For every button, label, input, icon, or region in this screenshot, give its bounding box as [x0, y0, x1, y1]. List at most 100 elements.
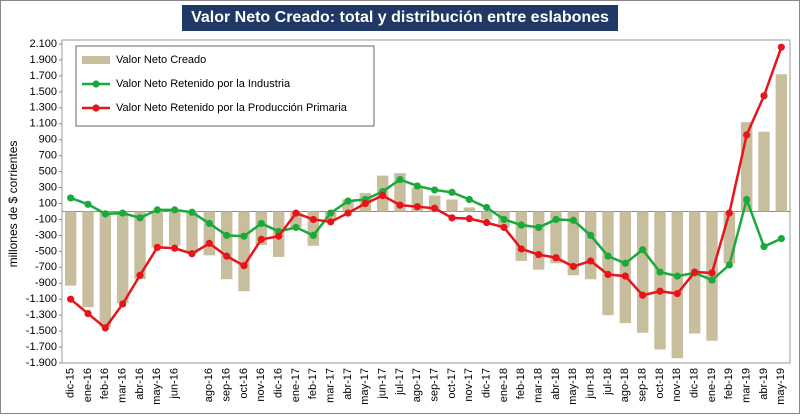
marker — [639, 291, 647, 299]
marker — [292, 223, 300, 232]
legend-marker — [92, 104, 100, 112]
bar — [463, 207, 476, 212]
marker — [119, 209, 127, 217]
bar — [550, 211, 562, 264]
y-tick-label: 100 — [39, 197, 57, 209]
bar — [307, 211, 320, 246]
x-tick-label: ago-17 — [411, 368, 423, 402]
y-tick-label: -300 — [35, 229, 57, 241]
marker — [483, 219, 491, 227]
marker — [413, 203, 421, 211]
x-tick-label: jul-18 — [602, 368, 614, 396]
marker — [760, 242, 768, 251]
y-tick-label: 2.100 — [29, 38, 57, 50]
y-tick-label: 300 — [39, 181, 57, 193]
x-tick-label: may-19 — [775, 368, 787, 405]
marker — [84, 200, 92, 208]
marker — [483, 203, 491, 212]
y-tick-label: 1.700 — [29, 70, 57, 82]
marker — [656, 268, 664, 276]
marker — [500, 223, 508, 232]
y-tick-label: 1.900 — [29, 54, 57, 66]
bar — [602, 211, 614, 316]
x-tick-label: sep-16 — [221, 368, 233, 402]
marker — [101, 324, 109, 332]
bar — [342, 199, 354, 212]
bar — [203, 211, 216, 256]
marker — [656, 287, 664, 295]
x-tick-label: sep-18 — [637, 368, 649, 402]
bar — [82, 211, 94, 308]
x-tick-label: jun-18 — [585, 368, 597, 400]
marker — [413, 182, 421, 190]
x-tick-label: ago-16 — [203, 368, 215, 402]
x-tick-label: nov-16 — [255, 368, 267, 402]
x-tick-label: oct-17 — [446, 368, 458, 399]
marker — [517, 245, 525, 253]
x-tick-label: oct-18 — [654, 368, 666, 399]
marker — [309, 231, 317, 239]
marker — [171, 206, 179, 214]
marker — [535, 250, 543, 259]
marker — [500, 215, 508, 224]
marker — [673, 290, 681, 298]
legend-box — [75, 45, 375, 127]
marker — [84, 309, 92, 318]
marker — [257, 219, 265, 228]
bar — [290, 211, 302, 228]
bar — [411, 187, 424, 212]
x-tick-label: ene-18 — [498, 368, 510, 402]
x-tick-label: ene-19 — [706, 368, 718, 402]
y-tick-label: -1.100 — [26, 293, 57, 305]
bar — [394, 173, 406, 212]
marker — [448, 214, 456, 222]
bar — [584, 211, 597, 280]
x-tick-label: sep-17 — [429, 368, 441, 402]
marker — [153, 206, 161, 214]
y-tick-label: -700 — [35, 261, 57, 273]
bar — [134, 211, 146, 280]
marker — [223, 252, 231, 260]
marker — [223, 231, 231, 239]
y-tick-label: -900 — [35, 277, 57, 289]
legend-label: Valor Neto Creado — [116, 54, 206, 66]
x-tick-label: feb-19 — [723, 368, 735, 399]
marker — [777, 234, 785, 243]
marker — [136, 271, 144, 279]
marker — [205, 239, 213, 247]
marker — [621, 272, 629, 280]
title-box — [182, 5, 618, 31]
marker — [361, 199, 369, 208]
marker — [136, 214, 144, 222]
x-tick-label: feb-16 — [99, 368, 111, 399]
bar — [532, 211, 545, 270]
marker — [569, 262, 577, 271]
marker — [708, 276, 716, 284]
marker — [396, 175, 404, 184]
marker — [535, 223, 543, 232]
y-tick-label: 1.100 — [29, 118, 57, 130]
marker — [101, 210, 109, 218]
y-tick-label: 500 — [39, 166, 57, 178]
bar — [428, 195, 441, 212]
bar — [220, 211, 233, 280]
marker — [708, 269, 716, 277]
marker — [153, 243, 161, 251]
bar — [515, 211, 528, 261]
marker — [205, 219, 213, 228]
bar — [151, 211, 164, 248]
marker — [67, 194, 75, 202]
y-tick-label: -1.700 — [26, 341, 57, 353]
bar — [64, 211, 77, 286]
x-tick-label: may-16 — [151, 368, 163, 405]
x-tick-label: may-18 — [567, 368, 579, 405]
marker — [639, 246, 647, 254]
bar — [619, 211, 632, 324]
marker — [344, 209, 352, 217]
marker — [725, 209, 733, 217]
x-tick-label: abr-16 — [134, 368, 146, 400]
bar — [480, 211, 493, 220]
x-tick-label: dic-17 — [481, 368, 493, 398]
marker — [569, 216, 577, 224]
